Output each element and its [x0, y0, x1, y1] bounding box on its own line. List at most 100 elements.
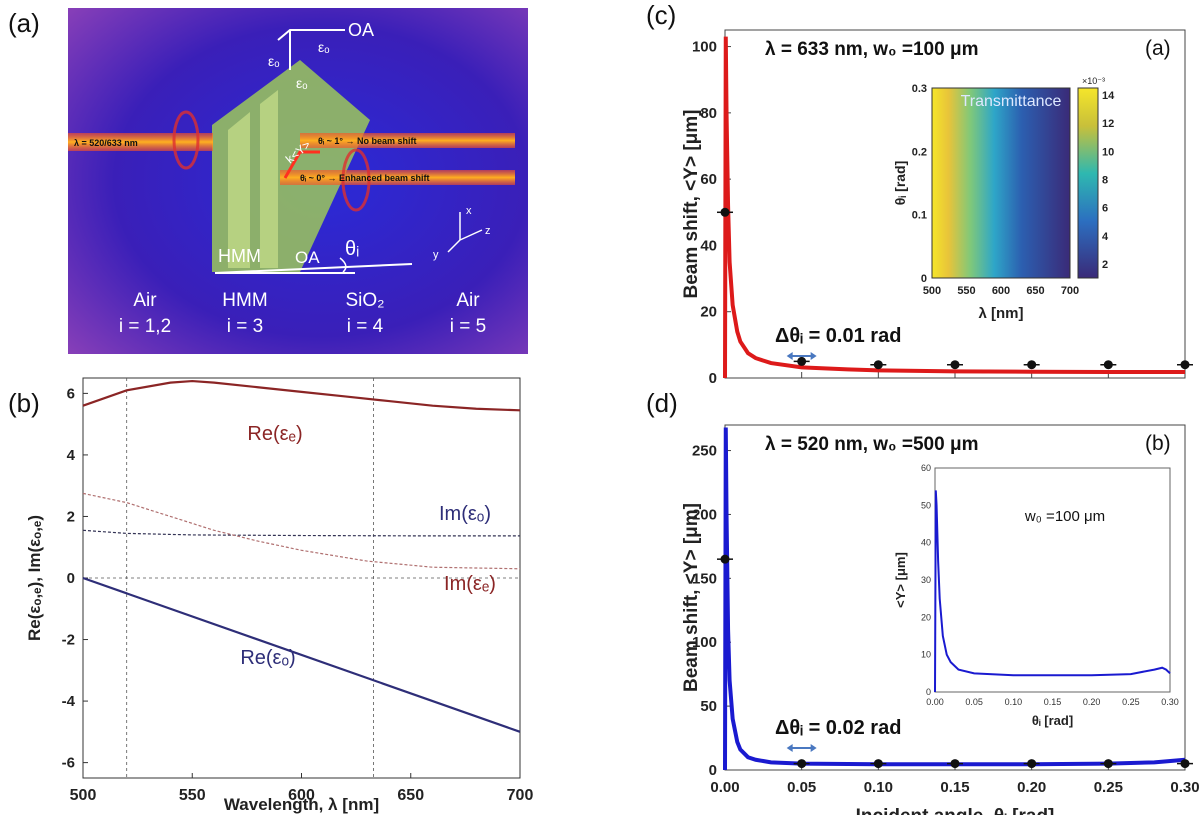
no-shift-label: θᵢ ~ 1° → No beam shift: [318, 136, 417, 146]
region-index: i = 3: [227, 316, 263, 337]
heatmap-y-tick: 0.3: [912, 83, 927, 95]
heatmap-y-tick: 0.2: [912, 146, 927, 158]
y-tick-label: 40: [700, 237, 717, 254]
y-tick-label: 0: [67, 570, 75, 587]
y-tick-label: 50: [700, 698, 717, 715]
y-tick-label: 150: [692, 570, 717, 587]
panel-label-d: (d): [646, 388, 678, 418]
heatmap-y-tick: 0: [921, 273, 927, 285]
heatmap-x-tick: 600: [992, 285, 1010, 297]
inset-label: w₀ =100 μm: [1024, 508, 1105, 525]
x-tick-label: 0.10: [864, 779, 893, 796]
region-labels: Air i = 1,2 HMM i = 3 SiO₂ i = 4 Air i = 5: [119, 290, 486, 337]
y-tick-label: 250: [692, 443, 717, 460]
colorbar-tick: 4: [1102, 231, 1109, 243]
chart-tag: (a): [1145, 37, 1171, 60]
colorbar-tick: 10: [1102, 146, 1114, 158]
colorbar-tick: 2: [1102, 259, 1108, 271]
series-line-3: [82, 576, 521, 733]
beam-profile-ring: [172, 110, 200, 170]
incident-beam: [68, 133, 213, 151]
y-tick-label: 6: [67, 385, 75, 402]
series-annotation: Re(εₒ): [240, 647, 295, 669]
colorbar: [1077, 87, 1099, 279]
heatmap-title: Transmittance: [961, 93, 1062, 110]
data-point: [1027, 360, 1037, 370]
angle-arc: [339, 257, 347, 273]
chart-title: λ = 633 nm, w₀ =100 μm: [765, 39, 978, 60]
x-axis-label: Wavelength, λ [nm]: [224, 795, 379, 814]
axis-z-line: [459, 229, 483, 241]
heatmap-x-tick: 550: [957, 285, 975, 297]
delta-arrow-head: [810, 744, 817, 752]
x-tick-label: 500: [70, 787, 97, 804]
region-name: HMM: [222, 290, 267, 311]
inset-x-tick: 0.25: [1122, 697, 1140, 707]
hmm-layer: [260, 90, 278, 268]
region-index: i = 5: [450, 316, 486, 337]
region-name: Air: [456, 290, 480, 311]
axis-y-label: y: [433, 249, 439, 261]
hmm-layer: [228, 112, 250, 268]
region-name: Air: [133, 290, 157, 311]
y-tick-label: 2: [67, 508, 75, 525]
delta-arrow-head: [810, 352, 817, 360]
delta-theta-label: Δθᵢ = 0.02 rad: [775, 717, 901, 739]
eps-top-label: εₒ: [318, 39, 330, 55]
y-axis-label: Beam shift, <Y> [μm]: [681, 503, 702, 692]
colorbar-tick: 12: [1102, 118, 1114, 130]
inset-y-label: <Y> [μm]: [893, 552, 908, 608]
chart-tag: (b): [1145, 432, 1171, 455]
heatmap-x-tick: 650: [1026, 285, 1044, 297]
heatmap-x-tick: 500: [923, 285, 941, 297]
x-tick-label: 0.05: [787, 779, 816, 796]
x-tick-label: 650: [397, 787, 424, 804]
inset-y-tick: 30: [921, 575, 931, 585]
series-line-0: [82, 379, 521, 412]
y-tick-label: 100: [692, 39, 717, 56]
y-tick-label: 0: [709, 370, 717, 387]
beam-shift-curve: [723, 427, 1186, 771]
region-index: i = 4: [347, 316, 384, 337]
inset-curve: [934, 490, 1171, 693]
x-tick-label: 0.25: [1094, 779, 1123, 796]
series-annotation: Im(εₑ): [444, 573, 496, 595]
inset-x-tick: 0.20: [1083, 697, 1101, 707]
delta-theta-label: Δθᵢ = 0.01 rad: [775, 325, 901, 347]
inset-y-tick: 0: [926, 687, 931, 697]
inset-y-tick: 60: [921, 463, 931, 473]
inset-y-tick: 10: [921, 650, 931, 660]
series-annotation: Im(εₒ): [439, 503, 491, 525]
x-axis-label: Incident angle, θᵢ [rad]: [856, 806, 1055, 815]
data-point: [1180, 360, 1190, 370]
inset-y-tick: 40: [921, 538, 931, 548]
delta-arrow-head: [786, 744, 793, 752]
data-point: [1103, 360, 1113, 370]
enhanced-shift-label: θᵢ ~ 0° → Enhanced beam shift: [300, 173, 430, 183]
delta-arrow-head: [786, 352, 793, 360]
axis-z-label: z: [485, 225, 491, 237]
beam-shift-arrow: [283, 150, 320, 179]
data-point: [1180, 759, 1190, 769]
inset-x-tick: 0.00: [926, 697, 944, 707]
series-annotation: Re(εₑ): [247, 423, 302, 445]
data-point: [720, 554, 730, 564]
axis-x-label: x: [466, 205, 472, 217]
inset-x-tick: 0.10: [1005, 697, 1023, 707]
data-point: [873, 759, 883, 769]
permittivity-chart: 500 550 600 650 700 6 4 2 0 -2 -4 -6 Re(εₑ) Im(εₒ) Im(…: [25, 377, 534, 814]
heatmap-x-tick: 700: [1061, 285, 1079, 297]
x-tick-label: 0.30: [1170, 779, 1199, 796]
oa-top-label: OA: [348, 20, 374, 40]
x-tick-label: 700: [507, 787, 534, 804]
x-tick-label: 0.15: [940, 779, 969, 796]
inset-frame: [934, 467, 1171, 693]
eps-left-label: εₒ: [268, 53, 280, 69]
colorbar-tick: 6: [1102, 203, 1108, 215]
region-name: SiO₂: [345, 290, 384, 311]
y-tick-label: 100: [692, 634, 717, 651]
colorbar-exponent: ×10⁻³: [1082, 76, 1105, 86]
schematic-panel: λ = 520/633 nm θᵢ ~ 1° → No beam shift θ…: [68, 8, 528, 354]
